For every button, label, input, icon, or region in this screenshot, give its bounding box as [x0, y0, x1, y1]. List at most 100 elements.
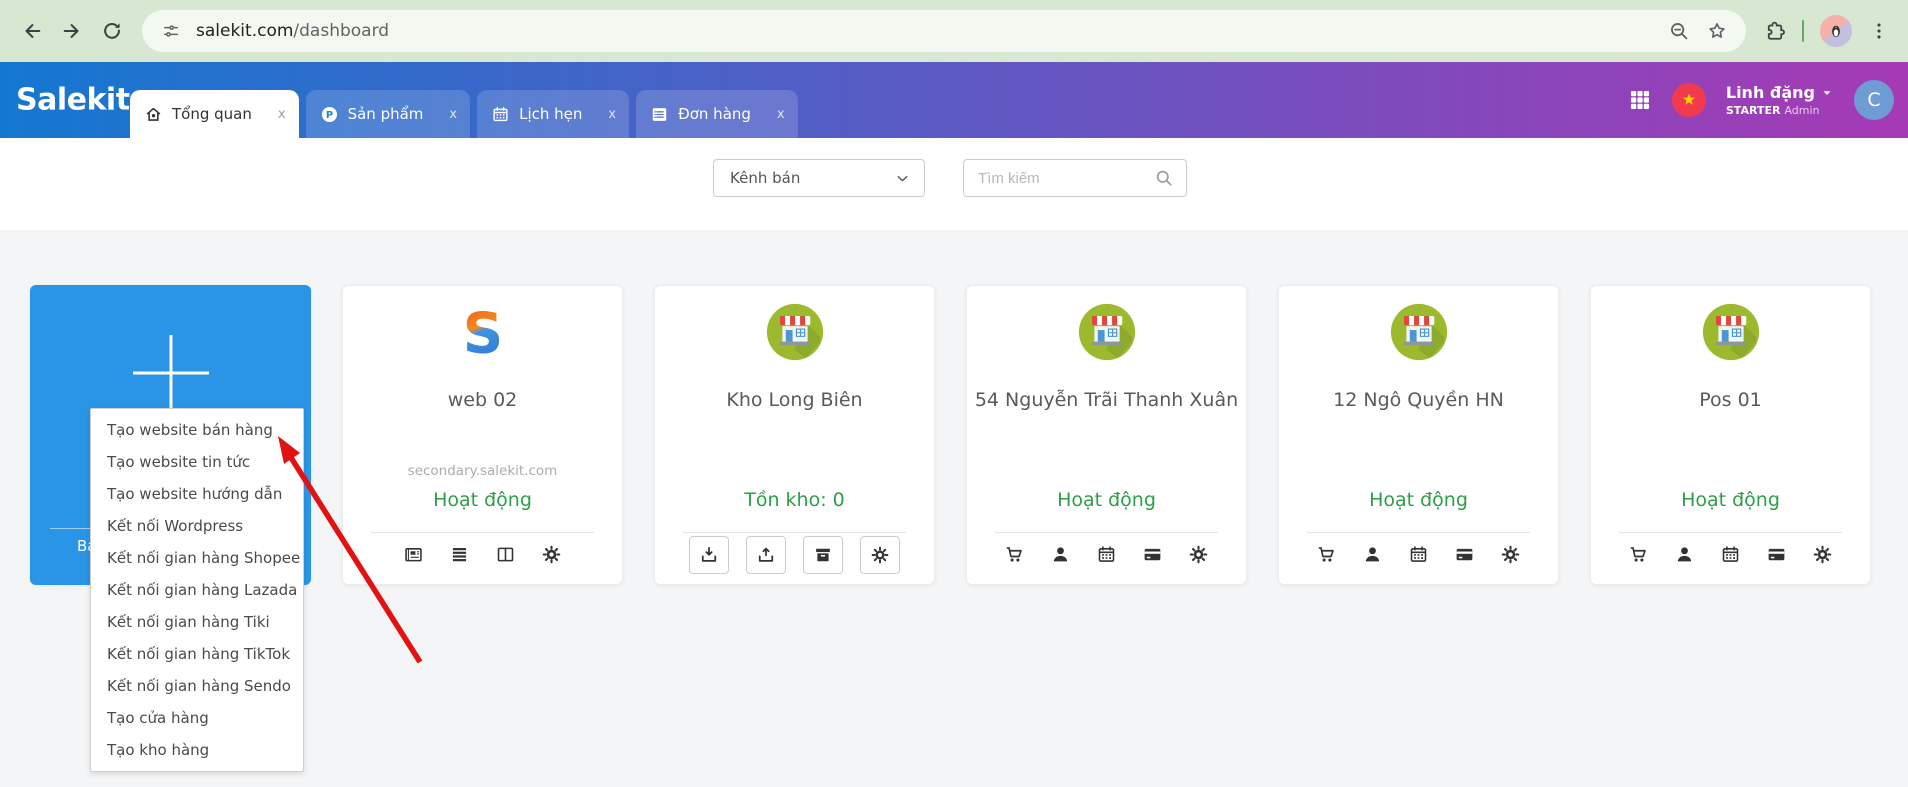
tab-tong-quan[interactable]: Tổng quan x	[130, 90, 299, 138]
reload-button[interactable]	[94, 13, 130, 49]
cart-icon[interactable]	[1004, 544, 1025, 565]
menu-item[interactable]: Kết nối gian hàng Shopee	[107, 549, 301, 567]
cart-icon[interactable]	[1316, 544, 1337, 565]
browser-profile-avatar[interactable]	[1820, 15, 1852, 47]
svg-text:S: S	[462, 301, 502, 363]
tab-close-button[interactable]: x	[776, 106, 785, 122]
card-name: 12 Ngô Quyền HN	[1333, 389, 1504, 411]
menu-item[interactable]: Kết nối gian hàng TikTok	[107, 645, 291, 663]
penguin-icon	[1827, 22, 1845, 40]
person-icon[interactable]	[1674, 544, 1695, 565]
chevron-down-icon	[894, 170, 911, 187]
menu-lines-icon[interactable]	[449, 544, 470, 565]
store-card[interactable]: 12 Ngô Quyền HN Hoạt động	[1278, 285, 1559, 585]
menu-item[interactable]: Tạo cửa hàng	[107, 709, 209, 727]
tab-close-button[interactable]: x	[277, 106, 286, 122]
forward-arrow-icon	[61, 20, 83, 42]
calendar-grid-icon[interactable]	[1096, 544, 1117, 565]
home-icon	[144, 105, 163, 124]
browser-menu-dots-icon[interactable]	[1868, 20, 1890, 42]
card-actions	[1279, 544, 1558, 565]
storefront-icon	[1076, 301, 1138, 363]
url-bar[interactable]: salekit.com/dashboard	[142, 10, 1746, 52]
store-card[interactable]: Pos 01 Hoạt động	[1590, 285, 1871, 585]
user-name: Linh đặng	[1725, 83, 1815, 103]
svg-text:P: P	[325, 109, 332, 120]
menu-item[interactable]: Kết nối Wordpress	[107, 517, 244, 535]
product-p-icon: P	[320, 105, 339, 124]
storefront-icon	[1700, 301, 1762, 363]
calendar-grid-icon[interactable]	[1408, 544, 1429, 565]
user-plan-badge: STARTER	[1725, 103, 1781, 117]
newspaper-icon[interactable]	[403, 544, 424, 565]
tab-close-button[interactable]: x	[449, 106, 458, 122]
store-card[interactable]: 54 Nguyễn Trãi Thanh Xuân Hoạt động	[966, 285, 1247, 585]
calendar-grid-icon	[491, 105, 510, 124]
card-name: 54 Nguyễn Trãi Thanh Xuân	[974, 389, 1239, 411]
card-actions	[967, 544, 1246, 565]
tab-don-hang[interactable]: Đơn hàng x	[636, 90, 798, 138]
credit-card-icon[interactable]	[1142, 544, 1163, 565]
url-path: /dashboard	[293, 21, 390, 41]
menu-item[interactable]: Tạo website tin tức	[107, 453, 251, 471]
calendar-grid-icon[interactable]	[1720, 544, 1741, 565]
search-icon[interactable]	[1154, 168, 1174, 188]
caret-down-icon	[1820, 86, 1834, 100]
gear-icon	[870, 545, 890, 565]
archive-button[interactable]	[803, 536, 843, 574]
card-name: Pos 01	[1699, 389, 1762, 411]
menu-item[interactable]: Kết nối gian hàng Sendo	[107, 677, 291, 695]
gear-icon[interactable]	[541, 544, 562, 565]
cart-icon[interactable]	[1628, 544, 1649, 565]
card-domain: secondary.salekit.com	[407, 463, 558, 479]
person-icon[interactable]	[1362, 544, 1383, 565]
card-name: Kho Long Biên	[726, 389, 863, 411]
apps-grid-icon[interactable]	[1628, 88, 1652, 112]
back-button[interactable]	[14, 13, 50, 49]
user-avatar[interactable]: C	[1854, 80, 1894, 120]
menu-item[interactable]: Kết nối gian hàng Lazada	[107, 581, 298, 599]
order-list-icon	[650, 105, 669, 124]
card-divider	[995, 532, 1218, 533]
create-dropdown-menu: Tạo website bán hàng Tạo website tin tức T…	[90, 408, 304, 772]
menu-item[interactable]: Tạo website bán hàng	[107, 421, 273, 439]
gear-icon[interactable]	[1812, 544, 1833, 565]
search-input[interactable]	[978, 169, 1154, 187]
card-actions	[1591, 544, 1870, 565]
tab-label: Lịch hẹn	[519, 105, 583, 123]
menu-item[interactable]: Tạo website hướng dẫn	[107, 485, 283, 503]
gear-icon[interactable]	[1188, 544, 1209, 565]
menu-item[interactable]: Tạo kho hàng	[107, 741, 210, 759]
upload-button[interactable]	[746, 536, 786, 574]
storefront-icon	[764, 301, 826, 363]
storefront-icon	[1388, 301, 1450, 363]
vietnam-flag-icon[interactable]	[1671, 83, 1706, 117]
card-divider	[1619, 532, 1842, 533]
credit-card-icon[interactable]	[1766, 544, 1787, 565]
columns-icon[interactable]	[495, 544, 516, 565]
filter-bar: Kênh bán	[0, 138, 1908, 230]
card-status: Hoạt động	[1057, 489, 1156, 511]
extensions-puzzle-icon[interactable]	[1764, 20, 1786, 42]
forward-button[interactable]	[54, 13, 90, 49]
person-icon[interactable]	[1050, 544, 1071, 565]
menu-item[interactable]: Kết nối gian hàng Tiki	[107, 613, 270, 631]
card-actions	[655, 536, 934, 574]
tab-lich-hen[interactable]: Lịch hẹn x	[477, 90, 630, 138]
channel-select[interactable]: Kênh bán	[713, 159, 925, 197]
gear-button[interactable]	[860, 536, 900, 574]
tab-close-button[interactable]: x	[608, 106, 617, 122]
tab-label: Tổng quan	[172, 105, 252, 123]
tab-strip: Tổng quan x P Sản phẩm x Lịch hẹn x Đơn hàng x	[130, 90, 798, 138]
download-button[interactable]	[689, 536, 729, 574]
credit-card-icon[interactable]	[1454, 544, 1475, 565]
toolbar-separator	[1802, 20, 1804, 42]
warehouse-card[interactable]: Kho Long Biên Tồn kho: 0	[654, 285, 935, 585]
site-settings-icon[interactable]	[156, 16, 186, 46]
zoom-out-icon[interactable]	[1668, 20, 1690, 42]
bookmark-star-icon[interactable]	[1706, 20, 1728, 42]
tab-san-pham[interactable]: P Sản phẩm x	[305, 90, 471, 138]
user-menu[interactable]: Linh đặng STARTER Admin	[1725, 83, 1834, 117]
gear-icon[interactable]	[1500, 544, 1521, 565]
